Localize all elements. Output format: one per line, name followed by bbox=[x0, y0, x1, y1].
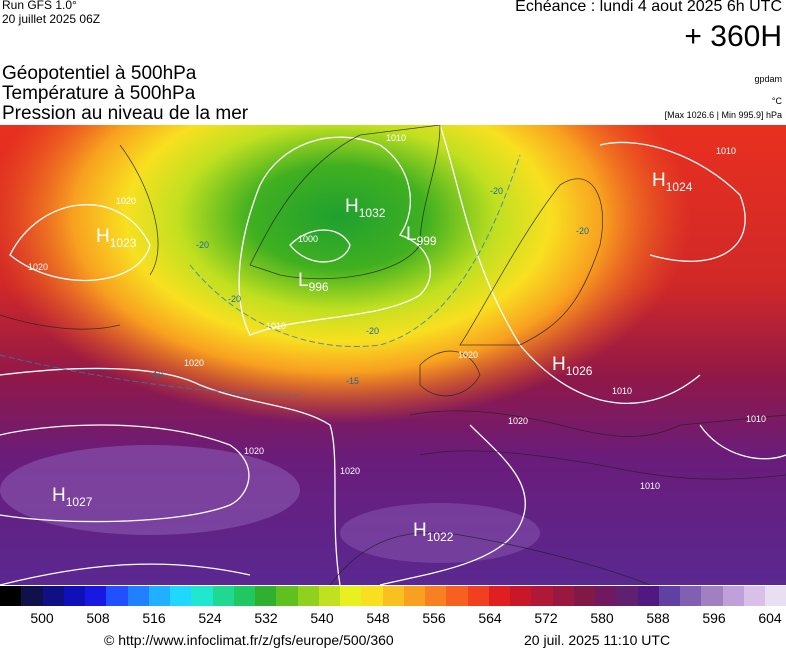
scale-tick-label: 588 bbox=[646, 610, 670, 626]
isobar-label: 1020 bbox=[508, 416, 529, 426]
scale-swatch bbox=[276, 586, 298, 606]
scale-tick-label: 548 bbox=[366, 610, 390, 626]
scale-swatch bbox=[425, 586, 447, 606]
scale-swatch bbox=[212, 586, 234, 606]
scale-swatch bbox=[85, 586, 107, 606]
isotherm-label: -10 bbox=[150, 370, 164, 380]
scale-swatch bbox=[488, 586, 510, 606]
high-pressure-marker: H1024 bbox=[652, 170, 693, 194]
scale-tick-label: 556 bbox=[422, 610, 446, 626]
run-label: Run GFS 1.0° bbox=[2, 0, 77, 12]
isobar-label: 1010 bbox=[386, 133, 407, 143]
isotherm-label: -20 bbox=[576, 226, 590, 236]
scale-tick-label: 524 bbox=[198, 610, 222, 626]
run-date: 20 juillet 2025 06Z bbox=[2, 12, 101, 26]
scale-swatch bbox=[701, 586, 723, 606]
scale-labels: 500 508 516 524 532 540 548 556 564 572 580 588 596 6… bbox=[0, 610, 786, 628]
scale-tick-label: 572 bbox=[534, 610, 558, 626]
isobar-label: 1000 bbox=[298, 234, 319, 244]
high-pressure-marker: H1026 bbox=[552, 354, 593, 378]
weather-map bbox=[0, 125, 786, 585]
high-pressure-marker: H1027 bbox=[52, 485, 93, 509]
high-pressure-marker: H1023 bbox=[96, 226, 137, 250]
title-temperature: Température à 500hPa bbox=[2, 83, 196, 104]
isobar-label: 1020 bbox=[28, 262, 49, 272]
scale-swatch bbox=[170, 586, 192, 606]
isobar-label: 1020 bbox=[116, 196, 137, 206]
scale-tick-label: 500 bbox=[30, 610, 54, 626]
generation-time: 20 juil. 2025 11:10 UTC bbox=[524, 632, 671, 648]
scale-swatch bbox=[233, 586, 255, 606]
scale-swatch bbox=[21, 586, 43, 606]
isobar-label: 1010 bbox=[640, 481, 661, 491]
scale-swatch bbox=[595, 586, 617, 606]
scale-swatch bbox=[658, 586, 680, 606]
scale-swatch bbox=[403, 586, 425, 606]
scale-swatch bbox=[297, 586, 319, 606]
lead-time: + 360H bbox=[684, 20, 782, 53]
scale-swatch bbox=[680, 586, 702, 606]
isobar-label: 1010 bbox=[612, 386, 633, 396]
scale-tick-label: 532 bbox=[254, 610, 278, 626]
high-pressure-marker: H1022 bbox=[413, 520, 454, 544]
scale-swatch bbox=[382, 586, 404, 606]
scale-swatch bbox=[191, 586, 213, 606]
isotherm-label: -20 bbox=[196, 240, 210, 250]
source-credit: © http://www.infoclimat.fr/z/gfs/europe/… bbox=[104, 632, 394, 648]
color-scale bbox=[0, 586, 786, 606]
scale-tick-label: 580 bbox=[590, 610, 614, 626]
title-pressure: Pression au niveau de la mer bbox=[2, 103, 249, 124]
isotherm-label: -20 bbox=[490, 186, 504, 196]
pressure-range: [Max 1026.6 | Min 995.9] hPa bbox=[664, 110, 782, 120]
scale-swatch bbox=[148, 586, 170, 606]
scale-swatch bbox=[255, 586, 277, 606]
scale-tick-label: 508 bbox=[86, 610, 110, 626]
scale-swatch bbox=[318, 586, 340, 606]
valid-time: Echéance : lundi 4 aout 2025 6h UTC bbox=[515, 0, 782, 15]
isobar-label: 1020 bbox=[184, 358, 205, 368]
scale-tick-label: 564 bbox=[478, 610, 502, 626]
scale-swatch bbox=[467, 586, 489, 606]
scale-swatch bbox=[127, 586, 149, 606]
scale-swatch bbox=[743, 586, 765, 606]
scale-swatch bbox=[722, 586, 744, 606]
scale-swatch bbox=[340, 586, 362, 606]
scale-swatch bbox=[446, 586, 468, 606]
isotherm-label: -20 bbox=[366, 326, 380, 336]
scale-tick-label: 596 bbox=[702, 610, 726, 626]
scale-swatch bbox=[765, 586, 786, 606]
scale-tick-label: 604 bbox=[758, 610, 782, 626]
scale-swatch bbox=[531, 586, 553, 606]
scale-swatch bbox=[106, 586, 128, 606]
unit-celsius: °C bbox=[771, 96, 782, 106]
title-geopotential: Géopotentiel à 500hPa bbox=[2, 63, 197, 84]
isotherm-label: -15 bbox=[346, 376, 360, 386]
high-pressure-marker: H1032 bbox=[345, 196, 386, 220]
isobar-label: 1020 bbox=[244, 446, 265, 456]
isotherm-label: -20 bbox=[228, 294, 242, 304]
scale-swatch bbox=[361, 586, 383, 606]
isobar-label: 1010 bbox=[716, 146, 737, 156]
scale-swatch bbox=[63, 586, 85, 606]
scale-tick-label: 540 bbox=[310, 610, 334, 626]
scale-tick-label: 516 bbox=[142, 610, 166, 626]
scale-swatch bbox=[616, 586, 638, 606]
low-pressure-marker: L996 bbox=[298, 270, 329, 294]
scale-swatch bbox=[552, 586, 574, 606]
isobar-label: 1010 bbox=[266, 321, 287, 331]
scale-swatch bbox=[510, 586, 532, 606]
unit-gpdam: gpdam bbox=[754, 74, 782, 84]
isobar-label: 1020 bbox=[458, 350, 479, 360]
scale-swatch bbox=[42, 586, 64, 606]
scale-swatch bbox=[0, 586, 22, 606]
isobar-label: 1010 bbox=[746, 414, 767, 424]
isobar-label: 1020 bbox=[340, 466, 361, 476]
scale-swatch bbox=[637, 586, 659, 606]
scale-swatch bbox=[573, 586, 595, 606]
low-pressure-marker: L999 bbox=[406, 224, 437, 248]
